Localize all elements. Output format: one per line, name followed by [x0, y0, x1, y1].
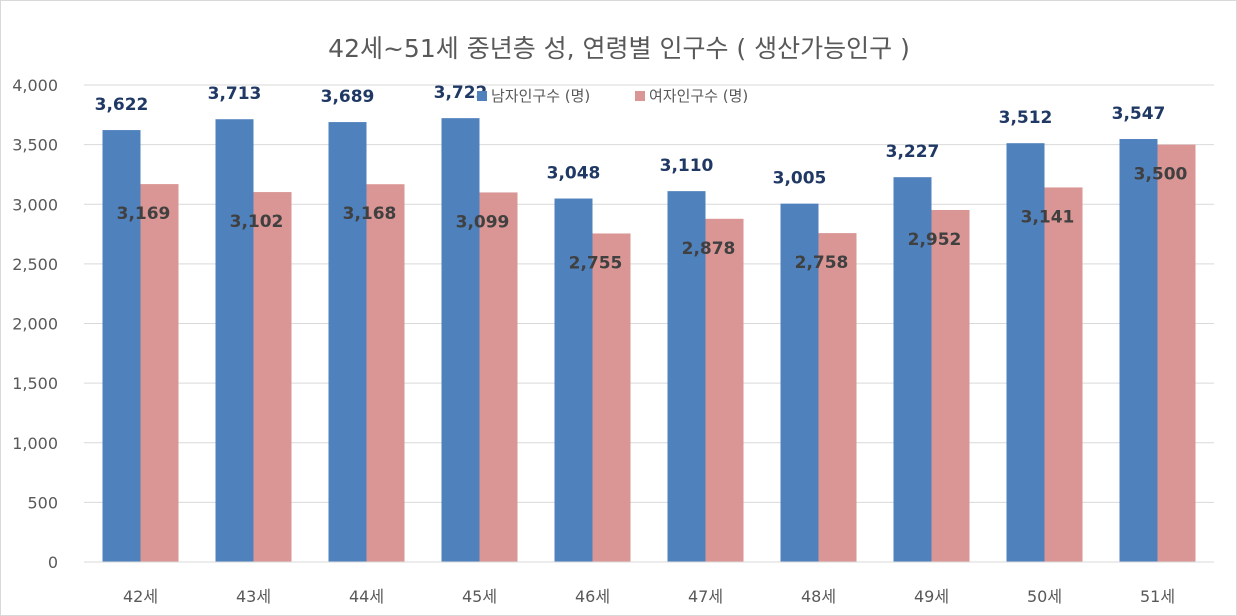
- legend: 남자인구수 (명) 여자인구수 (명): [477, 87, 748, 105]
- bar-male: [102, 130, 141, 562]
- data-label-female: 2,758: [795, 253, 849, 273]
- legend-label-male: 남자인구수 (명): [491, 87, 590, 105]
- data-label-female: 3,141: [1021, 207, 1075, 227]
- x-axis: 42세 43세 44세 45세 46세 47세 48세 49세 50세 51세: [84, 561, 1214, 606]
- data-label-female: 3,099: [456, 212, 510, 232]
- bar-male: [1119, 139, 1158, 562]
- bar-male: [554, 198, 593, 562]
- y-tick-label: 2,500: [12, 255, 58, 274]
- data-label-female: 2,755: [569, 253, 623, 273]
- data-label-male: 3,512: [999, 108, 1053, 128]
- data-label-female: 3,500: [1134, 165, 1188, 185]
- data-label-male: 3,048: [547, 164, 601, 184]
- data-label-female: 2,952: [908, 230, 962, 250]
- data-label-male: 3,005: [773, 169, 827, 189]
- y-tick-label: 3,000: [12, 195, 58, 214]
- data-label-male: 3,722: [434, 83, 488, 103]
- bar-female: [253, 192, 292, 563]
- bar-female: [140, 184, 179, 563]
- data-label-male: 3,547: [1112, 104, 1166, 124]
- bar-female: [705, 218, 744, 562]
- bar-male: [215, 119, 254, 563]
- y-tick-label: 3,500: [12, 136, 58, 155]
- bar-female: [931, 209, 970, 562]
- bar-male: [667, 191, 706, 562]
- x-tick-label: 46세: [575, 587, 610, 606]
- y-tick-label: 0: [48, 553, 58, 572]
- x-tick-label: 47세: [688, 587, 723, 606]
- bar-female: [818, 233, 857, 562]
- x-tick-label: 48세: [801, 587, 836, 606]
- x-tick-label: 49세: [914, 587, 949, 606]
- bar-female: [479, 192, 518, 562]
- bar-male: [780, 203, 819, 562]
- bar-female: [592, 233, 631, 562]
- y-tick-label: 2,000: [12, 315, 58, 334]
- data-label-male: 3,110: [660, 156, 714, 176]
- bar-female: [1044, 187, 1083, 563]
- bar-female: [366, 184, 405, 562]
- bar-male: [1006, 143, 1045, 562]
- legend-label-female: 여자인구수 (명): [649, 87, 748, 105]
- bar-male: [893, 177, 932, 563]
- x-tick-label: 51세: [1140, 587, 1175, 606]
- y-tick-label: 500: [27, 493, 58, 512]
- legend-swatch-male: [477, 91, 487, 101]
- x-tick-label: 43세: [236, 587, 271, 606]
- data-labels: 3,622 3,169 3,713 3,102 3,689 3,168 3,722 3,099…: [95, 83, 1188, 273]
- bar-female: [1157, 144, 1196, 562]
- bars: [102, 118, 1196, 563]
- data-label-male: 3,689: [321, 87, 375, 107]
- legend-swatch-female: [635, 91, 645, 101]
- data-label-female: 3,169: [117, 204, 171, 224]
- data-label-female: 3,168: [343, 204, 397, 224]
- y-axis: 0 500 1,000 1,500 2,000 2,500 3,000 3,500 4,000: [12, 76, 58, 572]
- chart-title: 42세~51세 중년층 성, 연령별 인구수 ( 생산가능인구 ): [328, 34, 910, 63]
- y-tick-label: 1,500: [12, 374, 58, 393]
- data-label-female: 3,102: [230, 212, 284, 232]
- x-tick-label: 50세: [1027, 587, 1062, 606]
- y-tick-label: 1,000: [12, 434, 58, 453]
- data-label-female: 2,878: [682, 239, 736, 259]
- bar-male: [441, 118, 480, 563]
- bar-male: [328, 122, 367, 563]
- data-label-male: 3,622: [95, 95, 149, 115]
- y-tick-label: 4,000: [12, 76, 58, 95]
- x-tick-label: 45세: [462, 587, 497, 606]
- x-tick-label: 44세: [349, 587, 384, 606]
- x-tick-label: 42세: [123, 587, 158, 606]
- data-label-male: 3,227: [886, 142, 940, 162]
- data-label-male: 3,713: [208, 84, 262, 104]
